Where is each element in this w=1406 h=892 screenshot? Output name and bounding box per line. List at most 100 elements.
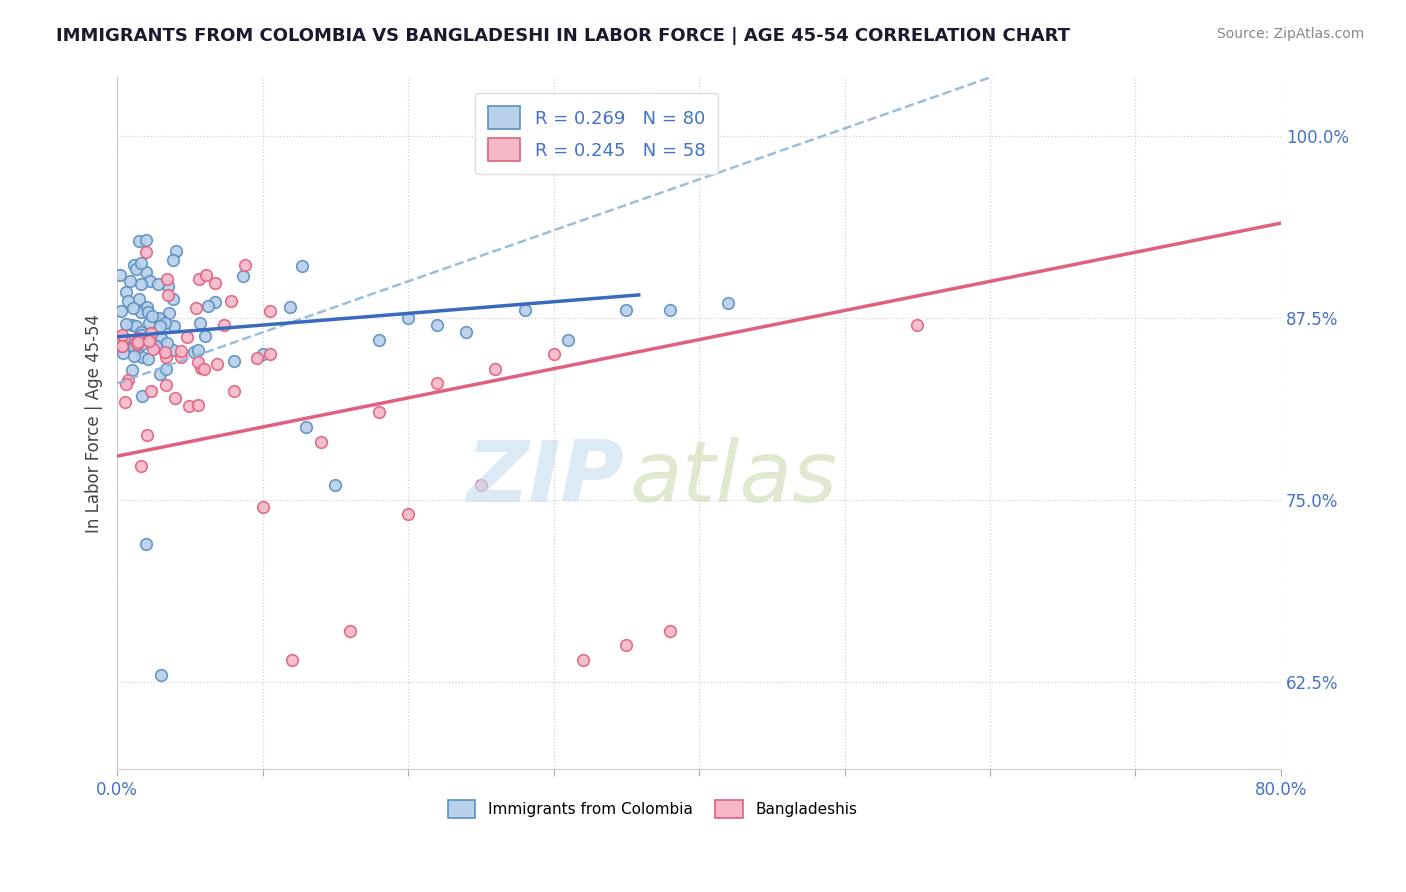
Point	[129, 459, 152, 474]
Point	[138, 334, 160, 349]
Point	[190, 361, 212, 376]
Point	[131, 325, 153, 339]
Point	[163, 319, 186, 334]
Point	[115, 376, 138, 391]
Point	[155, 345, 177, 359]
Point	[125, 341, 148, 355]
Point	[114, 318, 136, 332]
Point	[339, 624, 361, 638]
Point	[135, 428, 157, 442]
Point	[135, 233, 157, 247]
Point	[139, 326, 162, 340]
Point	[131, 350, 153, 364]
Point	[278, 301, 301, 315]
Point	[325, 478, 347, 492]
Point	[157, 287, 180, 301]
Point	[141, 333, 163, 347]
Point	[112, 331, 135, 345]
Point	[111, 335, 134, 350]
Point	[187, 272, 209, 286]
Point	[557, 333, 579, 347]
Point	[156, 279, 179, 293]
Point	[212, 318, 235, 332]
Point	[115, 285, 138, 300]
Point	[145, 339, 167, 353]
Point	[148, 310, 170, 325]
Point	[222, 354, 245, 368]
Point	[156, 335, 179, 350]
Point	[155, 362, 177, 376]
Point	[155, 350, 177, 364]
Point	[259, 304, 281, 318]
Point	[162, 292, 184, 306]
Point	[187, 355, 209, 369]
Point	[187, 398, 209, 412]
Point	[456, 326, 478, 340]
Point	[122, 301, 145, 315]
Point	[142, 342, 165, 356]
Point	[281, 653, 304, 667]
Point	[135, 300, 157, 314]
Text: ZIP: ZIP	[465, 437, 623, 520]
Point	[170, 344, 193, 359]
Point	[136, 304, 159, 318]
Point	[426, 376, 449, 391]
Point	[183, 345, 205, 359]
Point	[204, 294, 226, 309]
Point	[368, 333, 391, 347]
Point	[129, 305, 152, 319]
Point	[127, 331, 149, 345]
Point	[111, 327, 134, 342]
Point	[149, 331, 172, 345]
Point	[232, 269, 254, 284]
Point	[659, 624, 682, 638]
Point	[127, 334, 149, 349]
Point	[121, 318, 143, 332]
Point	[291, 259, 314, 273]
Point	[368, 405, 391, 419]
Point	[259, 347, 281, 361]
Point	[252, 500, 274, 515]
Point	[162, 253, 184, 268]
Legend: Immigrants from Colombia, Bangladeshis: Immigrants from Colombia, Bangladeshis	[441, 794, 863, 824]
Point	[108, 331, 131, 345]
Point	[141, 309, 163, 323]
Point	[118, 274, 141, 288]
Point	[396, 508, 419, 522]
Point	[396, 310, 419, 325]
Point	[513, 303, 536, 318]
Point	[165, 391, 187, 405]
Point	[138, 351, 160, 366]
Point	[131, 389, 153, 403]
Y-axis label: In Labor Force | Age 45-54: In Labor Force | Age 45-54	[86, 314, 103, 533]
Point	[295, 420, 318, 434]
Point	[176, 330, 198, 344]
Point	[117, 373, 139, 387]
Point	[114, 395, 136, 409]
Point	[122, 340, 145, 354]
Point	[543, 347, 565, 361]
Point	[138, 316, 160, 330]
Point	[150, 313, 173, 327]
Point	[184, 301, 207, 315]
Point	[187, 343, 209, 357]
Point	[121, 362, 143, 376]
Point	[246, 351, 269, 366]
Point	[426, 318, 449, 332]
Point	[233, 258, 256, 272]
Point	[156, 272, 179, 286]
Point	[149, 667, 172, 681]
Point	[309, 434, 332, 449]
Point	[135, 265, 157, 279]
Point	[110, 304, 132, 318]
Point	[131, 277, 153, 291]
Point	[194, 268, 217, 282]
Text: IMMIGRANTS FROM COLOMBIA VS BANGLADESHI IN LABOR FORCE | AGE 45-54 CORRELATION C: IMMIGRANTS FROM COLOMBIA VS BANGLADESHI …	[56, 27, 1070, 45]
Point	[146, 277, 169, 291]
Point	[135, 536, 157, 550]
Point	[117, 293, 139, 308]
Point	[129, 327, 152, 342]
Point	[128, 292, 150, 306]
Point	[139, 384, 162, 398]
Point	[194, 328, 217, 343]
